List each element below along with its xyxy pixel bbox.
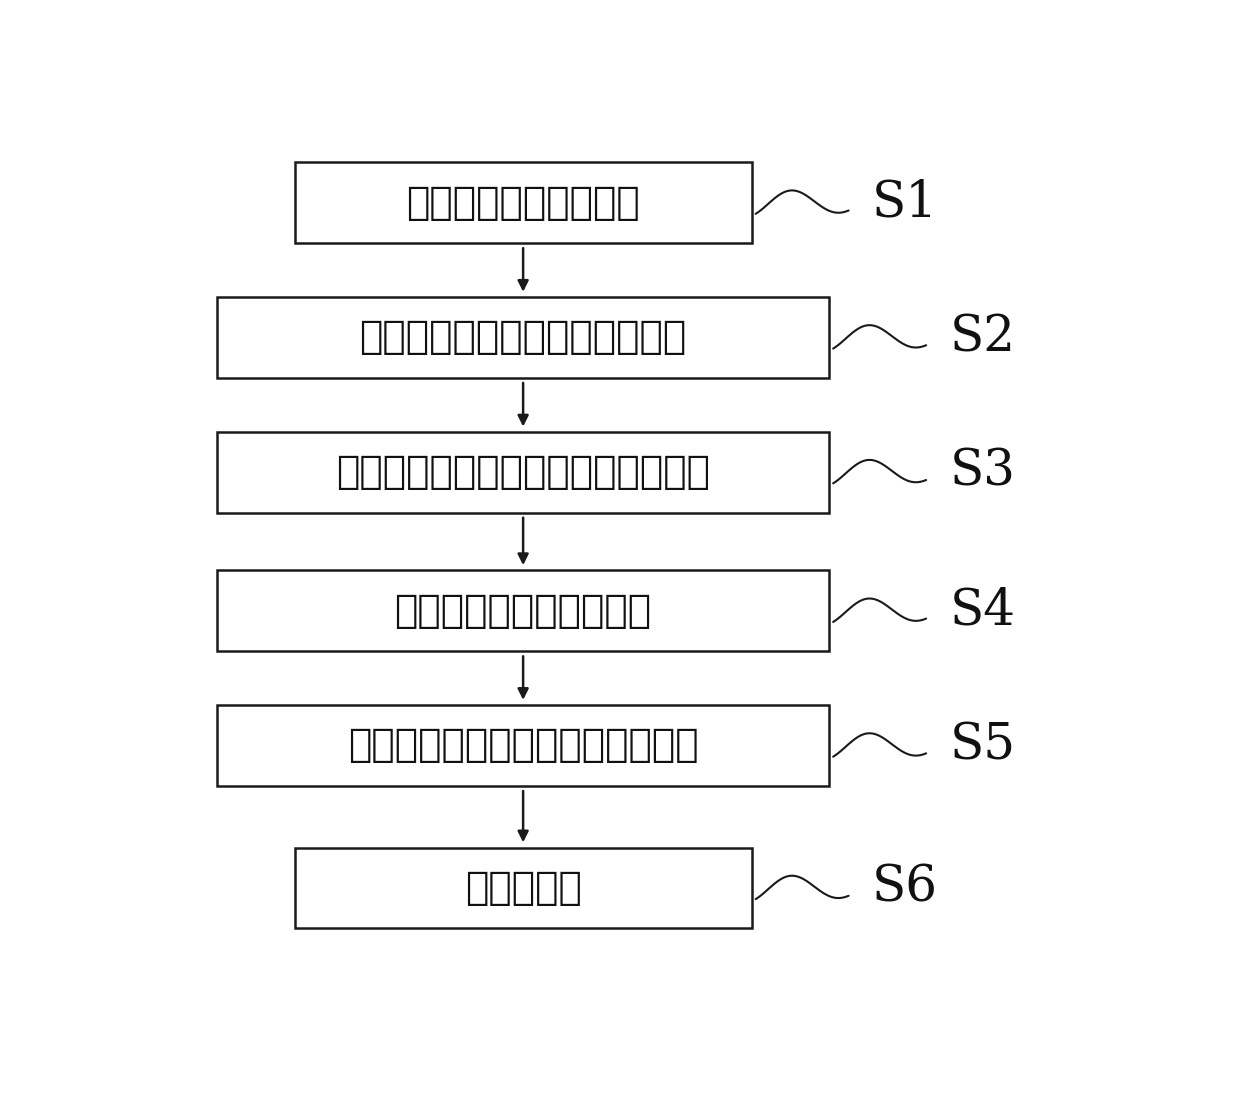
Text: 输出设计图: 输出设计图 (465, 869, 582, 907)
Bar (217, 705, 830, 786)
Text: S6: S6 (872, 863, 937, 912)
Text: S1: S1 (872, 177, 937, 228)
Bar (295, 162, 751, 243)
Text: S2: S2 (950, 313, 1016, 362)
Bar (217, 431, 830, 512)
Text: 对每张图像进行分析处理: 对每张图像进行分析处理 (394, 591, 652, 630)
Text: S3: S3 (950, 448, 1016, 497)
Bar (295, 848, 751, 929)
Text: S4: S4 (950, 586, 1016, 635)
Text: 产品放置于检测设备并启动检测: 产品放置于检测设备并启动检测 (360, 319, 687, 356)
Bar (217, 297, 830, 378)
Text: 根据产品设置检测参数: 根据产品设置检测参数 (407, 184, 640, 221)
Text: 提取图像的电路信息并作合并处理: 提取图像的电路信息并作合并处理 (347, 726, 698, 764)
Bar (217, 570, 830, 652)
Text: S5: S5 (950, 721, 1016, 770)
Text: 根据检测参数拍摄产品的图像并保存: 根据检测参数拍摄产品的图像并保存 (336, 453, 711, 492)
